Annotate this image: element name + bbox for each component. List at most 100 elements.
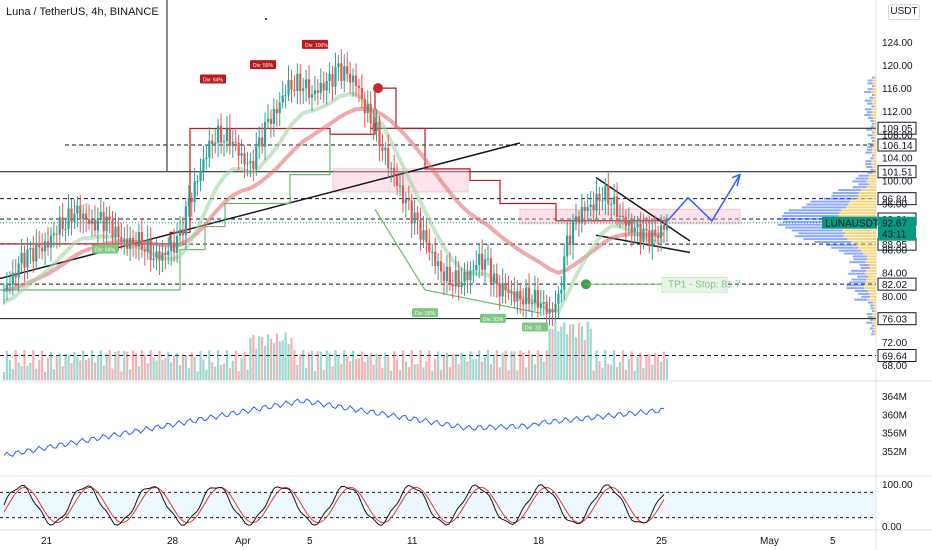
candle-body bbox=[531, 303, 533, 304]
vp-bar bbox=[867, 313, 873, 315]
candle-body bbox=[411, 201, 413, 224]
vp-bar bbox=[866, 322, 872, 324]
vp-bar bbox=[872, 94, 874, 96]
volume-bar bbox=[290, 338, 292, 380]
candle-body bbox=[249, 161, 251, 163]
candle-body bbox=[53, 234, 55, 236]
x-tick-label: 11 bbox=[407, 536, 418, 547]
volume-bar bbox=[323, 370, 325, 380]
volume-bar bbox=[202, 360, 204, 380]
volume-bar bbox=[666, 358, 668, 380]
volume-bar bbox=[370, 353, 372, 380]
volume-bar bbox=[100, 350, 102, 380]
candle-body bbox=[525, 287, 527, 304]
candle-body bbox=[6, 285, 8, 290]
volume-bar bbox=[540, 356, 542, 380]
volume-bar bbox=[109, 350, 111, 380]
vp-bar bbox=[824, 198, 855, 200]
volume-bar bbox=[343, 350, 345, 380]
volume-bar bbox=[182, 354, 184, 380]
volume-bar bbox=[161, 360, 163, 380]
divergence-label: Div: 55% bbox=[412, 308, 438, 317]
volume-bar bbox=[422, 368, 424, 380]
candle-body bbox=[308, 79, 310, 97]
volume-bar bbox=[229, 368, 231, 380]
candle-body bbox=[425, 230, 427, 242]
candle-body bbox=[505, 283, 507, 290]
vp-bar bbox=[846, 206, 876, 208]
vp-bar bbox=[865, 281, 876, 283]
vp-bar bbox=[868, 302, 873, 304]
vp-bar bbox=[860, 264, 870, 266]
volume-bar bbox=[625, 370, 627, 380]
candle-body bbox=[126, 239, 128, 249]
candle-body bbox=[252, 161, 254, 169]
volume-bar bbox=[581, 326, 583, 380]
vp-bar bbox=[871, 126, 874, 128]
volume-bar bbox=[537, 350, 539, 380]
vp-bar bbox=[838, 189, 861, 191]
volume-bar bbox=[331, 367, 333, 380]
volume-bar bbox=[114, 352, 116, 380]
volume-bar bbox=[170, 362, 172, 380]
volume-bar bbox=[314, 371, 316, 380]
candle-body bbox=[144, 249, 146, 251]
candle-body bbox=[343, 66, 345, 80]
volume-bar bbox=[85, 360, 87, 380]
candle-body bbox=[443, 271, 445, 281]
volume-bar bbox=[337, 355, 339, 380]
candle-body bbox=[323, 83, 325, 91]
candle-body bbox=[601, 201, 603, 202]
candle-body bbox=[35, 243, 37, 261]
volume-bar bbox=[566, 334, 568, 380]
candle-body bbox=[575, 216, 577, 219]
volume-bar bbox=[185, 355, 187, 380]
volume-bar bbox=[584, 340, 586, 380]
volume-bar bbox=[126, 352, 128, 380]
candle-body bbox=[117, 227, 119, 238]
candle-body bbox=[584, 207, 586, 211]
candle-body bbox=[246, 163, 248, 164]
vp-bar bbox=[861, 267, 870, 269]
volume-bar bbox=[264, 346, 266, 380]
vp-bar bbox=[872, 108, 876, 110]
volume-bar bbox=[23, 350, 25, 380]
volume-bar bbox=[62, 366, 64, 380]
volume-bar bbox=[35, 369, 37, 380]
x-tick-label: 25 bbox=[656, 536, 668, 547]
volume-bar bbox=[293, 350, 295, 380]
vp-bar bbox=[867, 299, 876, 301]
volume-bar bbox=[18, 363, 20, 380]
divergence-text: Div: 55% bbox=[253, 63, 274, 69]
vp-bar bbox=[874, 330, 876, 332]
volume-bar bbox=[120, 372, 122, 380]
volume-bar bbox=[340, 364, 342, 380]
divergence-label: Div: 55% bbox=[250, 60, 276, 69]
divergence-text: Div: 23 bbox=[525, 326, 541, 332]
volume-bar bbox=[402, 350, 404, 380]
volume-bar bbox=[208, 350, 210, 380]
vp-bar bbox=[856, 244, 876, 246]
volume-bar bbox=[349, 361, 351, 380]
candle-body bbox=[534, 290, 536, 303]
candle-body bbox=[593, 205, 595, 211]
volume-bar bbox=[252, 335, 254, 380]
vp-bar bbox=[867, 149, 873, 151]
candle-body bbox=[138, 232, 140, 246]
candle-body bbox=[463, 272, 465, 282]
volume-bar bbox=[487, 350, 489, 380]
candle-body bbox=[566, 236, 568, 257]
vp-bar bbox=[872, 330, 874, 332]
vp-bar bbox=[839, 250, 861, 252]
candle-body bbox=[458, 270, 460, 287]
vp-bar bbox=[871, 100, 876, 102]
vp-bar bbox=[867, 103, 872, 105]
volume-bar bbox=[525, 367, 527, 380]
candle-body bbox=[94, 220, 96, 231]
volume-bar bbox=[595, 351, 597, 380]
divergence-label: Div: 64% bbox=[92, 245, 118, 254]
candle-body bbox=[267, 119, 269, 122]
volume-bar bbox=[173, 356, 175, 380]
volume-bar bbox=[117, 351, 119, 380]
currency-button[interactable]: USDT bbox=[888, 4, 920, 20]
